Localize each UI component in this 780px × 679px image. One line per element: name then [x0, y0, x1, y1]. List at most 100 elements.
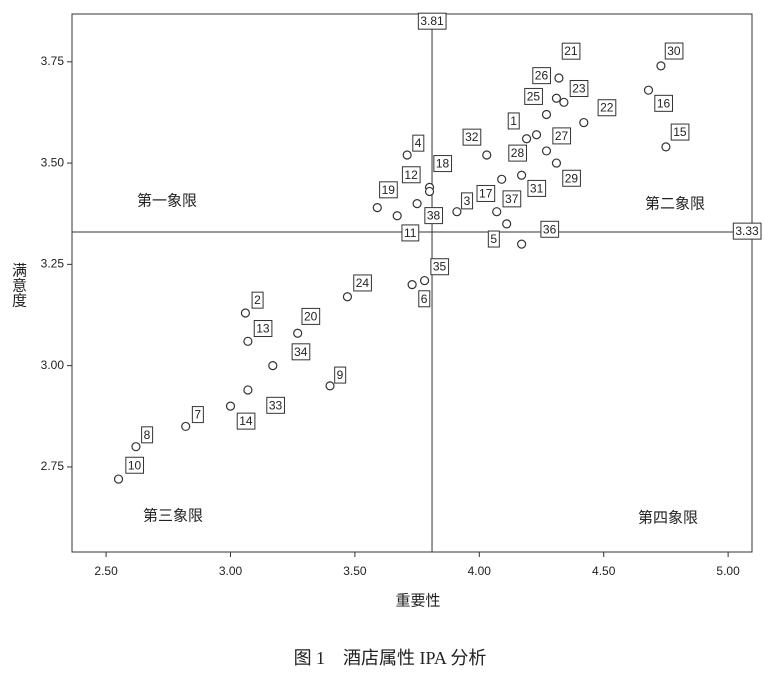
point [412, 198, 422, 209]
label-box [433, 155, 453, 173]
point [424, 186, 435, 197]
point-label: 11 [404, 226, 417, 240]
point-label: 33 [269, 398, 283, 412]
point [541, 109, 552, 120]
label-box [552, 127, 572, 145]
point-label: 15 [673, 125, 687, 139]
x-tick-label: 3.50 [343, 564, 367, 578]
label-box [540, 220, 560, 238]
label-box [401, 224, 420, 242]
x-axis-label: 重要性 [395, 592, 440, 609]
point-label: 14 [239, 414, 253, 428]
label-box [597, 99, 617, 117]
point [497, 174, 507, 184]
caption: 图 1 酒店属性 IPA 分析 [294, 648, 487, 668]
label-box [502, 190, 522, 208]
label-box [654, 94, 673, 112]
label-box [266, 396, 285, 414]
point [243, 336, 253, 346]
x-tick-label: 3.00 [219, 564, 243, 578]
label-box [253, 320, 273, 338]
label-box [353, 274, 372, 292]
point [551, 93, 562, 103]
point-label: 16 [657, 96, 671, 110]
point [559, 97, 569, 107]
point-label: 4 [415, 136, 422, 150]
point-label: 28 [511, 146, 525, 160]
point [325, 381, 335, 391]
point-label: 29 [565, 171, 579, 185]
point-label: 18 [436, 157, 450, 171]
y-tick-label: 3.75 [41, 54, 65, 68]
label-box [732, 222, 762, 240]
x-tick-label: 4.50 [592, 564, 616, 578]
point [268, 361, 278, 371]
label-box [569, 79, 589, 97]
label-box [251, 291, 264, 309]
point-label: 1 [510, 114, 517, 128]
point [492, 207, 502, 217]
label-box [301, 307, 321, 325]
label-box [125, 456, 145, 474]
label-box [562, 169, 581, 187]
point [392, 211, 402, 221]
y-tick-label: 3.50 [41, 155, 65, 169]
label-box [424, 207, 444, 225]
label-box [430, 258, 450, 276]
y-tick-label: 3.00 [41, 358, 65, 372]
point [482, 150, 492, 160]
point [554, 73, 564, 83]
point [579, 117, 589, 128]
point-label: 19 [382, 183, 396, 197]
point-label: 20 [304, 309, 318, 323]
label-box [561, 42, 581, 60]
y-tick-label: 3.25 [41, 257, 65, 271]
x-tick-label: 5.00 [716, 564, 740, 578]
quadrant-label: 第三象限 [143, 506, 203, 524]
quadrant-label: 第四象限 [638, 508, 698, 526]
label-box [401, 166, 421, 184]
point [643, 85, 654, 95]
point-label: 9 [337, 368, 344, 382]
point-label: 2 [254, 293, 261, 307]
point-label: 22 [600, 101, 614, 115]
point [342, 292, 353, 302]
label-box [508, 144, 527, 162]
label-box [462, 128, 482, 146]
point [551, 158, 562, 168]
point [402, 150, 412, 160]
label-box [417, 12, 447, 30]
point [541, 146, 552, 156]
quadrant-label: 第二象限 [645, 194, 705, 212]
point [419, 275, 430, 286]
point-label: 37 [505, 192, 519, 206]
point-label: 10 [128, 458, 142, 472]
point [531, 130, 542, 140]
point [656, 61, 666, 71]
point-label: 5 [490, 232, 497, 246]
point [521, 134, 532, 144]
point-label: 8 [144, 428, 151, 442]
label-box [670, 123, 690, 141]
point-label: 27 [555, 129, 569, 143]
point-label: 38 [427, 209, 441, 223]
point [131, 442, 141, 452]
point [293, 328, 303, 338]
y-axis-label: 满意度 [10, 263, 27, 308]
point [502, 219, 512, 229]
label-box [141, 426, 154, 444]
label-box [524, 87, 543, 105]
x-tick-label: 4.00 [468, 564, 492, 578]
reference-label: 3.33 [735, 224, 759, 238]
point [517, 239, 527, 249]
label-box [236, 412, 256, 430]
label-box [487, 230, 500, 248]
label-box [532, 67, 551, 85]
point-label: 17 [479, 186, 493, 200]
point [240, 308, 251, 318]
label-box [476, 184, 496, 202]
point-label: 35 [433, 260, 447, 274]
point-label: 34 [294, 345, 308, 359]
y-tick-label: 2.75 [41, 459, 65, 473]
